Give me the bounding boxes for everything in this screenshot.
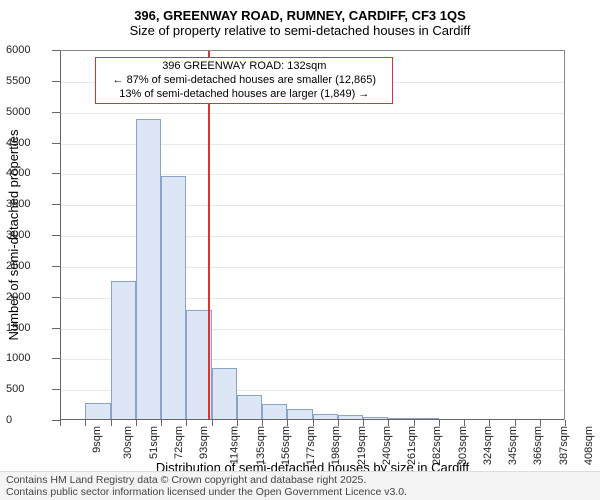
y-tick-label: 4000 [6,167,56,179]
annotation-line3: 13% of semi-detached houses are larger (… [100,88,388,102]
y-tick-label: 1500 [6,322,56,334]
y-tick-label: 2500 [6,260,56,272]
chart-title-line1: 396, GREENWAY ROAD, RUMNEY, CARDIFF, CF3… [0,8,600,23]
y-axis-ticks: 0500100015002000250030003500400045005000… [0,50,56,420]
footer-attribution: Contains HM Land Registry data © Crown c… [0,471,600,500]
chart-container: 396, GREENWAY ROAD, RUMNEY, CARDIFF, CF3… [0,0,600,500]
y-tick-label: 3000 [6,229,56,241]
chart-title-line2: Size of property relative to semi-detach… [0,23,600,38]
plot-border [60,51,564,420]
title-block: 396, GREENWAY ROAD, RUMNEY, CARDIFF, CF3… [0,8,600,38]
annotation-line1: 396 GREENWAY ROAD: 132sqm [100,60,388,74]
y-tick-label: 0 [6,414,56,426]
annotation-box: 396 GREENWAY ROAD: 132sqm ← 87% of semi-… [95,57,393,104]
footer-line2: Contains public sector information licen… [6,486,594,498]
plot-area: 396 GREENWAY ROAD: 132sqm ← 87% of semi-… [60,50,565,420]
y-tick-label: 5500 [6,75,56,87]
y-tick-label: 4500 [6,137,56,149]
y-tick-label: 6000 [6,44,56,56]
annotation-line2: ← 87% of semi-detached houses are smalle… [100,74,388,88]
y-tick-label: 3500 [6,198,56,210]
footer-line1: Contains HM Land Registry data © Crown c… [6,474,594,486]
y-tick-label: 2000 [6,291,56,303]
y-tick-label: 500 [6,383,56,395]
y-tick-label: 1000 [6,352,56,364]
y-tick-label: 5000 [6,106,56,118]
